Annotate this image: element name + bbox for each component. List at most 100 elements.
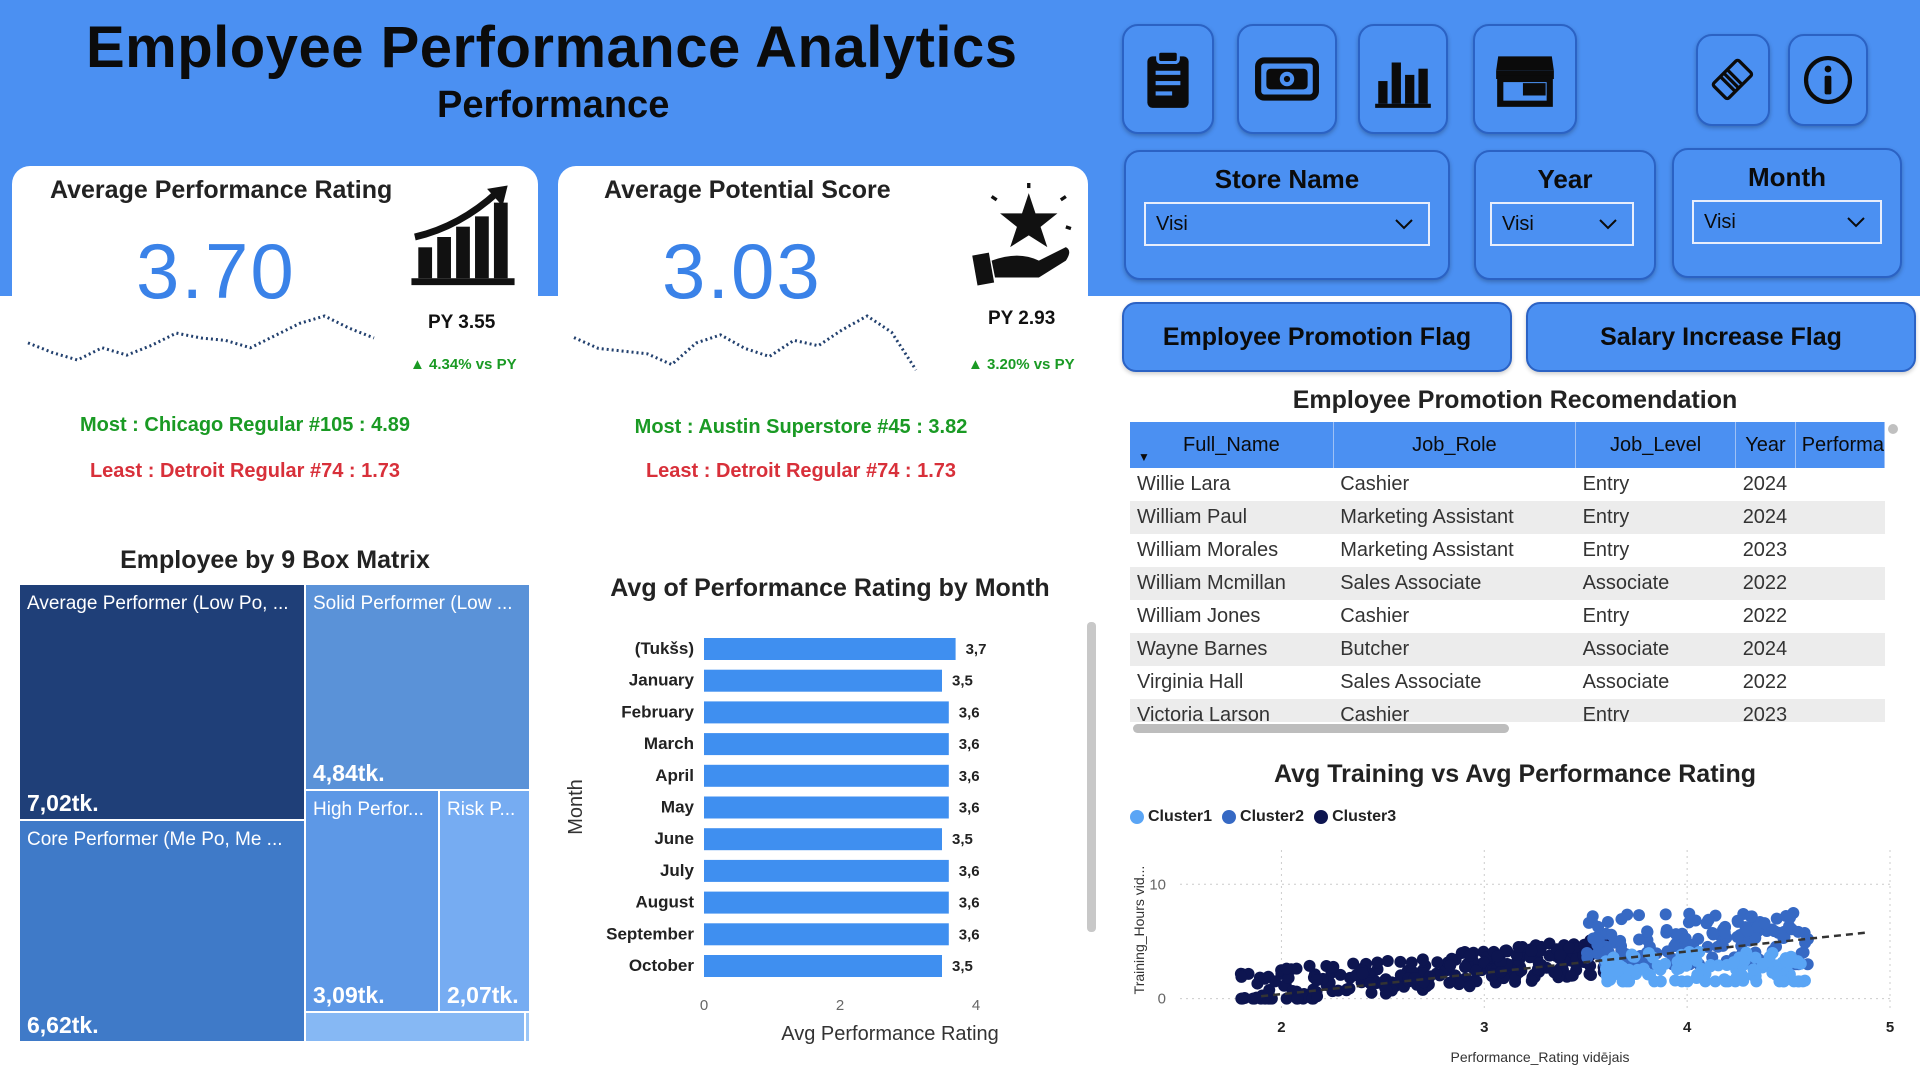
scatter-point[interactable] — [1709, 975, 1722, 988]
scatter-point[interactable] — [1797, 946, 1810, 959]
scatter-point[interactable] — [1691, 968, 1704, 981]
scatter-point[interactable] — [1381, 955, 1394, 968]
table-scrollbar-vertical[interactable] — [1888, 424, 1898, 434]
scatter-point[interactable] — [1563, 941, 1576, 954]
scatter-point[interactable] — [1783, 911, 1796, 924]
scatter-point[interactable] — [1512, 940, 1525, 953]
scatter-point[interactable] — [1614, 934, 1627, 947]
scatter-point[interactable] — [1380, 983, 1393, 996]
scatter-point[interactable] — [1654, 975, 1667, 988]
scatter-point[interactable] — [1659, 908, 1672, 921]
scatter-point[interactable] — [1371, 956, 1384, 969]
scatter-point[interactable] — [1646, 951, 1659, 964]
scatter-point[interactable] — [1601, 915, 1614, 928]
scatter-point[interactable] — [1693, 946, 1706, 959]
scatter-point[interactable] — [1749, 931, 1762, 944]
scatter-point[interactable] — [1291, 992, 1304, 1005]
scatter-point[interactable] — [1741, 924, 1754, 937]
bar[interactable] — [704, 891, 949, 914]
table-row[interactable]: William Mcmillan Sales Associate Associate… — [1130, 567, 1885, 600]
scatter-point[interactable] — [1699, 975, 1712, 988]
scatter-point[interactable] — [1525, 974, 1538, 987]
month-dropdown[interactable]: Visi — [1692, 200, 1882, 244]
bar[interactable] — [704, 796, 949, 819]
legend-item-cluster2[interactable]: Cluster2 — [1222, 808, 1304, 826]
store-nav-button[interactable] — [1473, 24, 1577, 134]
scatter-point[interactable] — [1682, 916, 1695, 929]
scatter-point[interactable] — [1707, 927, 1720, 940]
clipboard-nav-button[interactable] — [1122, 24, 1214, 134]
scatter-point[interactable] — [1405, 956, 1418, 969]
scatter-point[interactable] — [1258, 972, 1271, 985]
scatter-point[interactable] — [1736, 969, 1749, 982]
treemap-cell[interactable]: Solid Performer (Low ... 4,84tk. — [305, 584, 530, 790]
bar[interactable] — [704, 923, 949, 946]
scatter-point[interactable] — [1469, 964, 1482, 977]
scatter-point[interactable] — [1250, 991, 1263, 1004]
scatter-point[interactable] — [1280, 992, 1293, 1005]
bar[interactable] — [704, 701, 949, 724]
treemap-cell-small[interactable] — [525, 1012, 530, 1042]
year-dropdown[interactable]: Visi — [1490, 202, 1634, 246]
scatter-point[interactable] — [1632, 909, 1645, 922]
scatter-point[interactable] — [1792, 975, 1805, 988]
table-row[interactable]: Virginia Hall Sales Associate Associate 202… — [1130, 666, 1885, 699]
scatter-point[interactable] — [1416, 953, 1429, 966]
scatter-point[interactable] — [1334, 968, 1347, 981]
scatter-point[interactable] — [1643, 968, 1656, 981]
scatter-point[interactable] — [1744, 910, 1757, 923]
scatter-point[interactable] — [1347, 957, 1360, 970]
scatter-point[interactable] — [1758, 917, 1771, 930]
scatter-point[interactable] — [1661, 945, 1674, 958]
clear-filters-button[interactable] — [1696, 34, 1770, 126]
treemap-cell[interactable]: Average Performer (Low Po, ... 7,02tk. — [19, 584, 305, 820]
scatter-point[interactable] — [1591, 938, 1604, 951]
scatter-point[interactable] — [1280, 962, 1293, 975]
scatter-point[interactable] — [1792, 925, 1805, 938]
scatter-point[interactable] — [1600, 962, 1613, 975]
scatter-point[interactable] — [1683, 907, 1696, 920]
table-row[interactable]: Willie Lara Cashier Entry 2024 — [1130, 468, 1885, 501]
scatter-point[interactable] — [1619, 973, 1632, 986]
scatter-point[interactable] — [1365, 986, 1378, 999]
scatter-point[interactable] — [1408, 972, 1421, 985]
scatter-point[interactable] — [1431, 956, 1444, 969]
scatter-point[interactable] — [1463, 949, 1476, 962]
scatter-point[interactable] — [1443, 976, 1456, 989]
scatter-point[interactable] — [1565, 969, 1578, 982]
scatter-point[interactable] — [1731, 930, 1744, 943]
scatter-point[interactable] — [1621, 908, 1634, 921]
legend-item-cluster3[interactable]: Cluster3 — [1314, 808, 1396, 826]
scatter-point[interactable] — [1326, 985, 1339, 998]
scatter-point[interactable] — [1671, 955, 1684, 968]
bar[interactable] — [704, 764, 949, 787]
scatter-point[interactable] — [1364, 977, 1377, 990]
scatter-point[interactable] — [1343, 982, 1356, 995]
treemap-cell[interactable]: Core Performer (Me Po, Me ... 6,62tk. — [19, 820, 305, 1042]
treemap-cell-small[interactable] — [305, 1012, 525, 1042]
scatter-point[interactable] — [1581, 951, 1594, 964]
scatter-point[interactable] — [1356, 967, 1369, 980]
scatter-point[interactable] — [1310, 974, 1323, 987]
treemap-cell[interactable]: High Perfor... 3,09tk. — [305, 790, 439, 1012]
scatter-point[interactable] — [1727, 956, 1740, 969]
scatter-point[interactable] — [1459, 961, 1472, 974]
scatter-point[interactable] — [1235, 992, 1248, 1005]
scatter-point[interactable] — [1641, 926, 1654, 939]
scatter-point[interactable] — [1453, 978, 1466, 991]
scatter-point[interactable] — [1477, 956, 1490, 969]
scatter-point[interactable] — [1654, 963, 1667, 976]
scatter-point[interactable] — [1801, 933, 1814, 946]
scatter-point[interactable] — [1327, 960, 1340, 973]
table-row[interactable]: William Paul Marketing Assistant Entry 2024 — [1130, 501, 1885, 534]
scatter-point[interactable] — [1444, 959, 1457, 972]
scatter-point[interactable] — [1311, 990, 1324, 1003]
cash-nav-button[interactable] — [1237, 24, 1337, 134]
scatter-point[interactable] — [1719, 975, 1732, 988]
scatter-point[interactable] — [1757, 957, 1770, 970]
scatter-point[interactable] — [1269, 975, 1282, 988]
scatter-point[interactable] — [1586, 910, 1599, 923]
bar[interactable] — [704, 859, 949, 882]
table-row[interactable]: William Jones Cashier Entry 2022 — [1130, 600, 1885, 633]
scatter-point[interactable] — [1592, 920, 1605, 933]
